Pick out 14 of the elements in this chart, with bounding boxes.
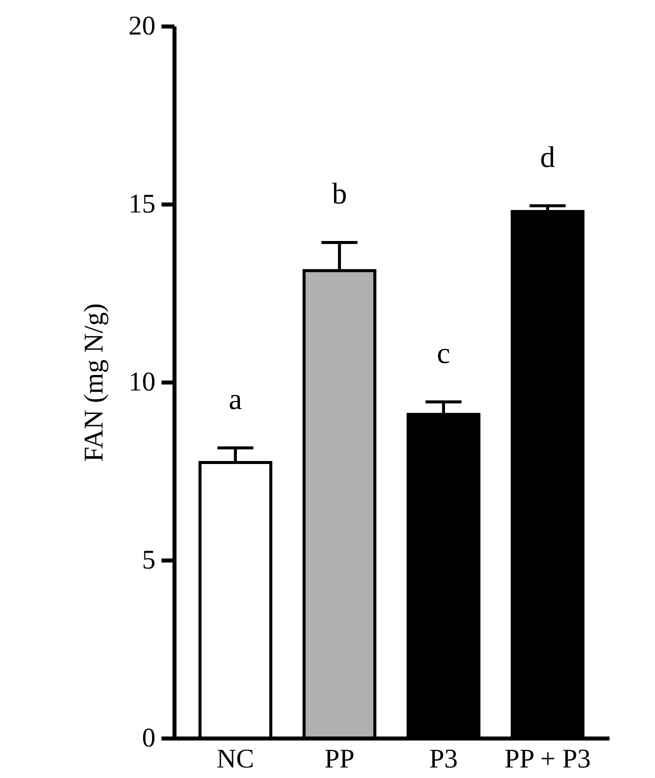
y-tick-label: 0 [142, 722, 156, 752]
y-tick-label: 15 [128, 188, 156, 218]
annotation: b [332, 177, 347, 210]
y-tick-label: 5 [142, 544, 156, 574]
y-tick-label: 10 [128, 366, 156, 396]
x-tick-label: NC [216, 744, 254, 774]
x-tick-label: P3 [429, 744, 458, 774]
y-tick-label: 20 [128, 10, 156, 40]
annotation: a [228, 382, 242, 416]
annotation: c [436, 336, 450, 370]
annotation: d [540, 140, 556, 174]
y-axis-title: FAN (mg N/g) [78, 303, 108, 462]
x-tick-label: PP + P3 [504, 744, 591, 774]
x-tick-label: PP [324, 744, 354, 774]
